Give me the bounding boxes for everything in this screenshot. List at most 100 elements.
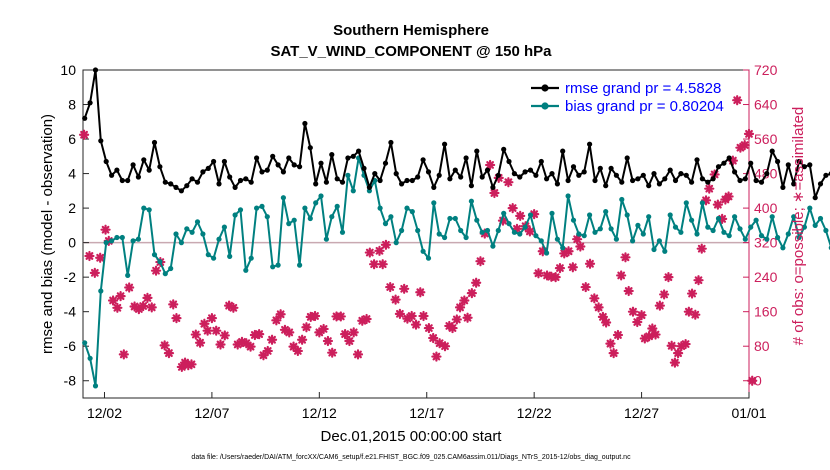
obs-assimilated-marker xyxy=(620,252,631,263)
obs-assimilated-marker xyxy=(666,340,677,351)
rmse-point xyxy=(130,162,136,168)
bias-point xyxy=(613,236,620,242)
obs-asterisk-stroke xyxy=(109,296,117,305)
obs-assimilated-marker xyxy=(84,250,95,262)
bias-point xyxy=(554,236,561,242)
y2-tick-label: 160 xyxy=(754,304,778,320)
obs-assimilated-marker xyxy=(394,308,405,319)
bias-point xyxy=(549,210,555,216)
obs-assimilated-marker xyxy=(704,183,715,194)
rmse-point xyxy=(173,184,179,190)
rmse-point xyxy=(667,167,673,173)
bias-point xyxy=(221,224,227,230)
rmse-point xyxy=(458,174,464,180)
bias-point xyxy=(742,236,748,242)
legend-bias-marker xyxy=(541,102,549,110)
obs-assimilated-marker xyxy=(142,292,153,303)
rmse-point xyxy=(103,158,109,165)
obs-asterisk-stroke xyxy=(220,331,229,340)
obs-assimilated-marker xyxy=(107,295,119,306)
obs-asterisk-stroke xyxy=(263,347,272,355)
obs-asterisk-stroke xyxy=(324,337,332,345)
obs-assimilated-marker xyxy=(739,139,750,151)
obs-assimilated-marker xyxy=(593,302,604,313)
x-axis: 12/02 12/07 12/12 12/17 12/22 12/27 01/01 xyxy=(87,392,767,421)
bias-point xyxy=(576,231,582,237)
y-tick-label: 8 xyxy=(68,97,76,113)
bias-point xyxy=(796,234,802,241)
obs-asterisk-stroke xyxy=(432,352,441,361)
obs-assimilated-marker xyxy=(659,289,670,300)
obs-assimilated-marker xyxy=(511,223,523,234)
obs-asterisk-stroke xyxy=(629,307,637,316)
bias-point xyxy=(624,212,630,218)
bias-point xyxy=(130,238,136,244)
bias-point xyxy=(533,233,539,239)
y2-tick-label: 0 xyxy=(754,373,762,389)
obs-assimilated-marker xyxy=(297,334,308,345)
bias-point xyxy=(581,233,587,239)
obs-assimilated-marker xyxy=(410,319,422,330)
rmse-point xyxy=(742,176,748,182)
rmse-point xyxy=(264,167,270,173)
rmse-point xyxy=(689,179,695,185)
obs-asterisk-stroke xyxy=(242,339,251,348)
obs-assimilated-marker xyxy=(194,337,206,348)
rmse-point xyxy=(162,179,168,185)
obs-assimilated-marker xyxy=(507,203,518,214)
obs-asterisk-stroke xyxy=(255,330,264,339)
obs-asterisk-stroke xyxy=(229,303,238,312)
obs-assimilated-marker xyxy=(447,322,458,334)
obs-assimilated-marker xyxy=(580,281,591,293)
bias-point xyxy=(479,229,485,235)
bias-point xyxy=(151,252,158,258)
rmse-point xyxy=(270,153,276,159)
rmse-point xyxy=(452,167,458,173)
rmse-point xyxy=(409,177,415,184)
bias-point xyxy=(468,198,474,204)
rmse-point xyxy=(135,174,141,180)
obs-asterisk-stroke xyxy=(116,292,125,301)
rmse-point xyxy=(769,148,775,154)
rmse-point xyxy=(484,167,491,173)
obs-asterisk-stroke xyxy=(441,342,449,351)
rmse-point xyxy=(479,174,485,180)
rmse-point xyxy=(753,177,759,184)
obs-assimilated-marker xyxy=(563,246,574,257)
y2-tick-label: 640 xyxy=(754,97,778,113)
obs-asterisk-stroke xyxy=(187,360,196,369)
obs-assimilated-marker xyxy=(284,327,295,338)
rmse-point xyxy=(366,184,372,190)
bias-point xyxy=(662,248,668,254)
y2-tick-label: 560 xyxy=(754,131,778,147)
obs-assimilated-marker xyxy=(301,322,312,333)
bias-point xyxy=(769,214,775,220)
obs-asterisk-stroke xyxy=(416,288,425,297)
bias-point xyxy=(570,217,577,223)
obs-assimilated-marker xyxy=(254,329,265,340)
obs-asterisk-stroke xyxy=(152,266,160,275)
obs-asterisk-stroke xyxy=(311,312,319,320)
obs-asterisk-stroke xyxy=(90,268,99,277)
rmse-point xyxy=(388,139,394,146)
bias-point xyxy=(382,221,389,227)
obs-assimilated-marker xyxy=(202,325,213,336)
bias-point xyxy=(425,255,432,261)
rmse-point xyxy=(194,179,201,185)
bias-point xyxy=(431,200,437,206)
obs-assimilated-marker xyxy=(364,247,375,258)
y-tick-label: -6 xyxy=(64,338,77,354)
obs-assimilated-marker xyxy=(533,268,544,279)
obs-assimilated-marker xyxy=(475,256,486,267)
obs-asterisk-stroke xyxy=(651,330,660,339)
obs-asterisk-stroke xyxy=(336,312,345,321)
bias-point xyxy=(710,227,716,234)
rmse-point xyxy=(587,141,593,147)
rmse-point xyxy=(189,176,195,182)
bias-point xyxy=(597,226,603,232)
obs-asterisk-stroke xyxy=(694,276,703,285)
obs-assimilated-marker xyxy=(485,159,496,171)
rmse-point xyxy=(651,171,657,177)
rmse-point xyxy=(490,184,496,190)
